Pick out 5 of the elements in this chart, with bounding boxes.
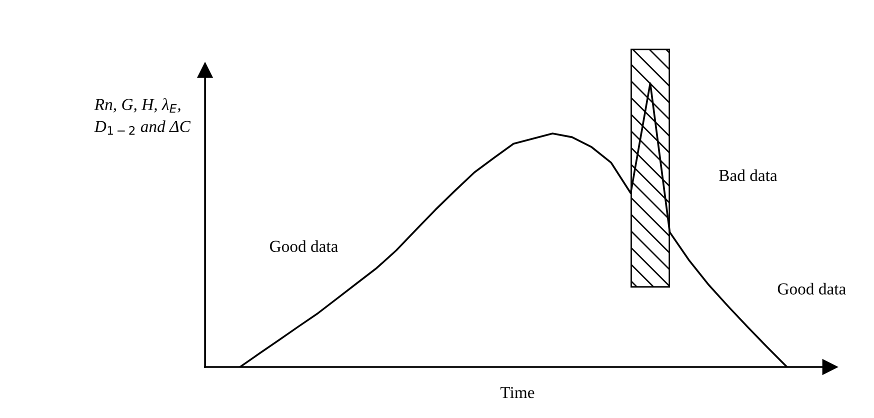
- annotation: Good data: [270, 240, 338, 252]
- annotation: Bad data: [719, 169, 778, 182]
- annotation: Good data: [778, 282, 846, 295]
- text: Rn, G, H, λ$_{E}$, D$_{1−2}$ and ΔC: [94, 98, 191, 135]
- x-axis-title: Time: [500, 386, 534, 398]
